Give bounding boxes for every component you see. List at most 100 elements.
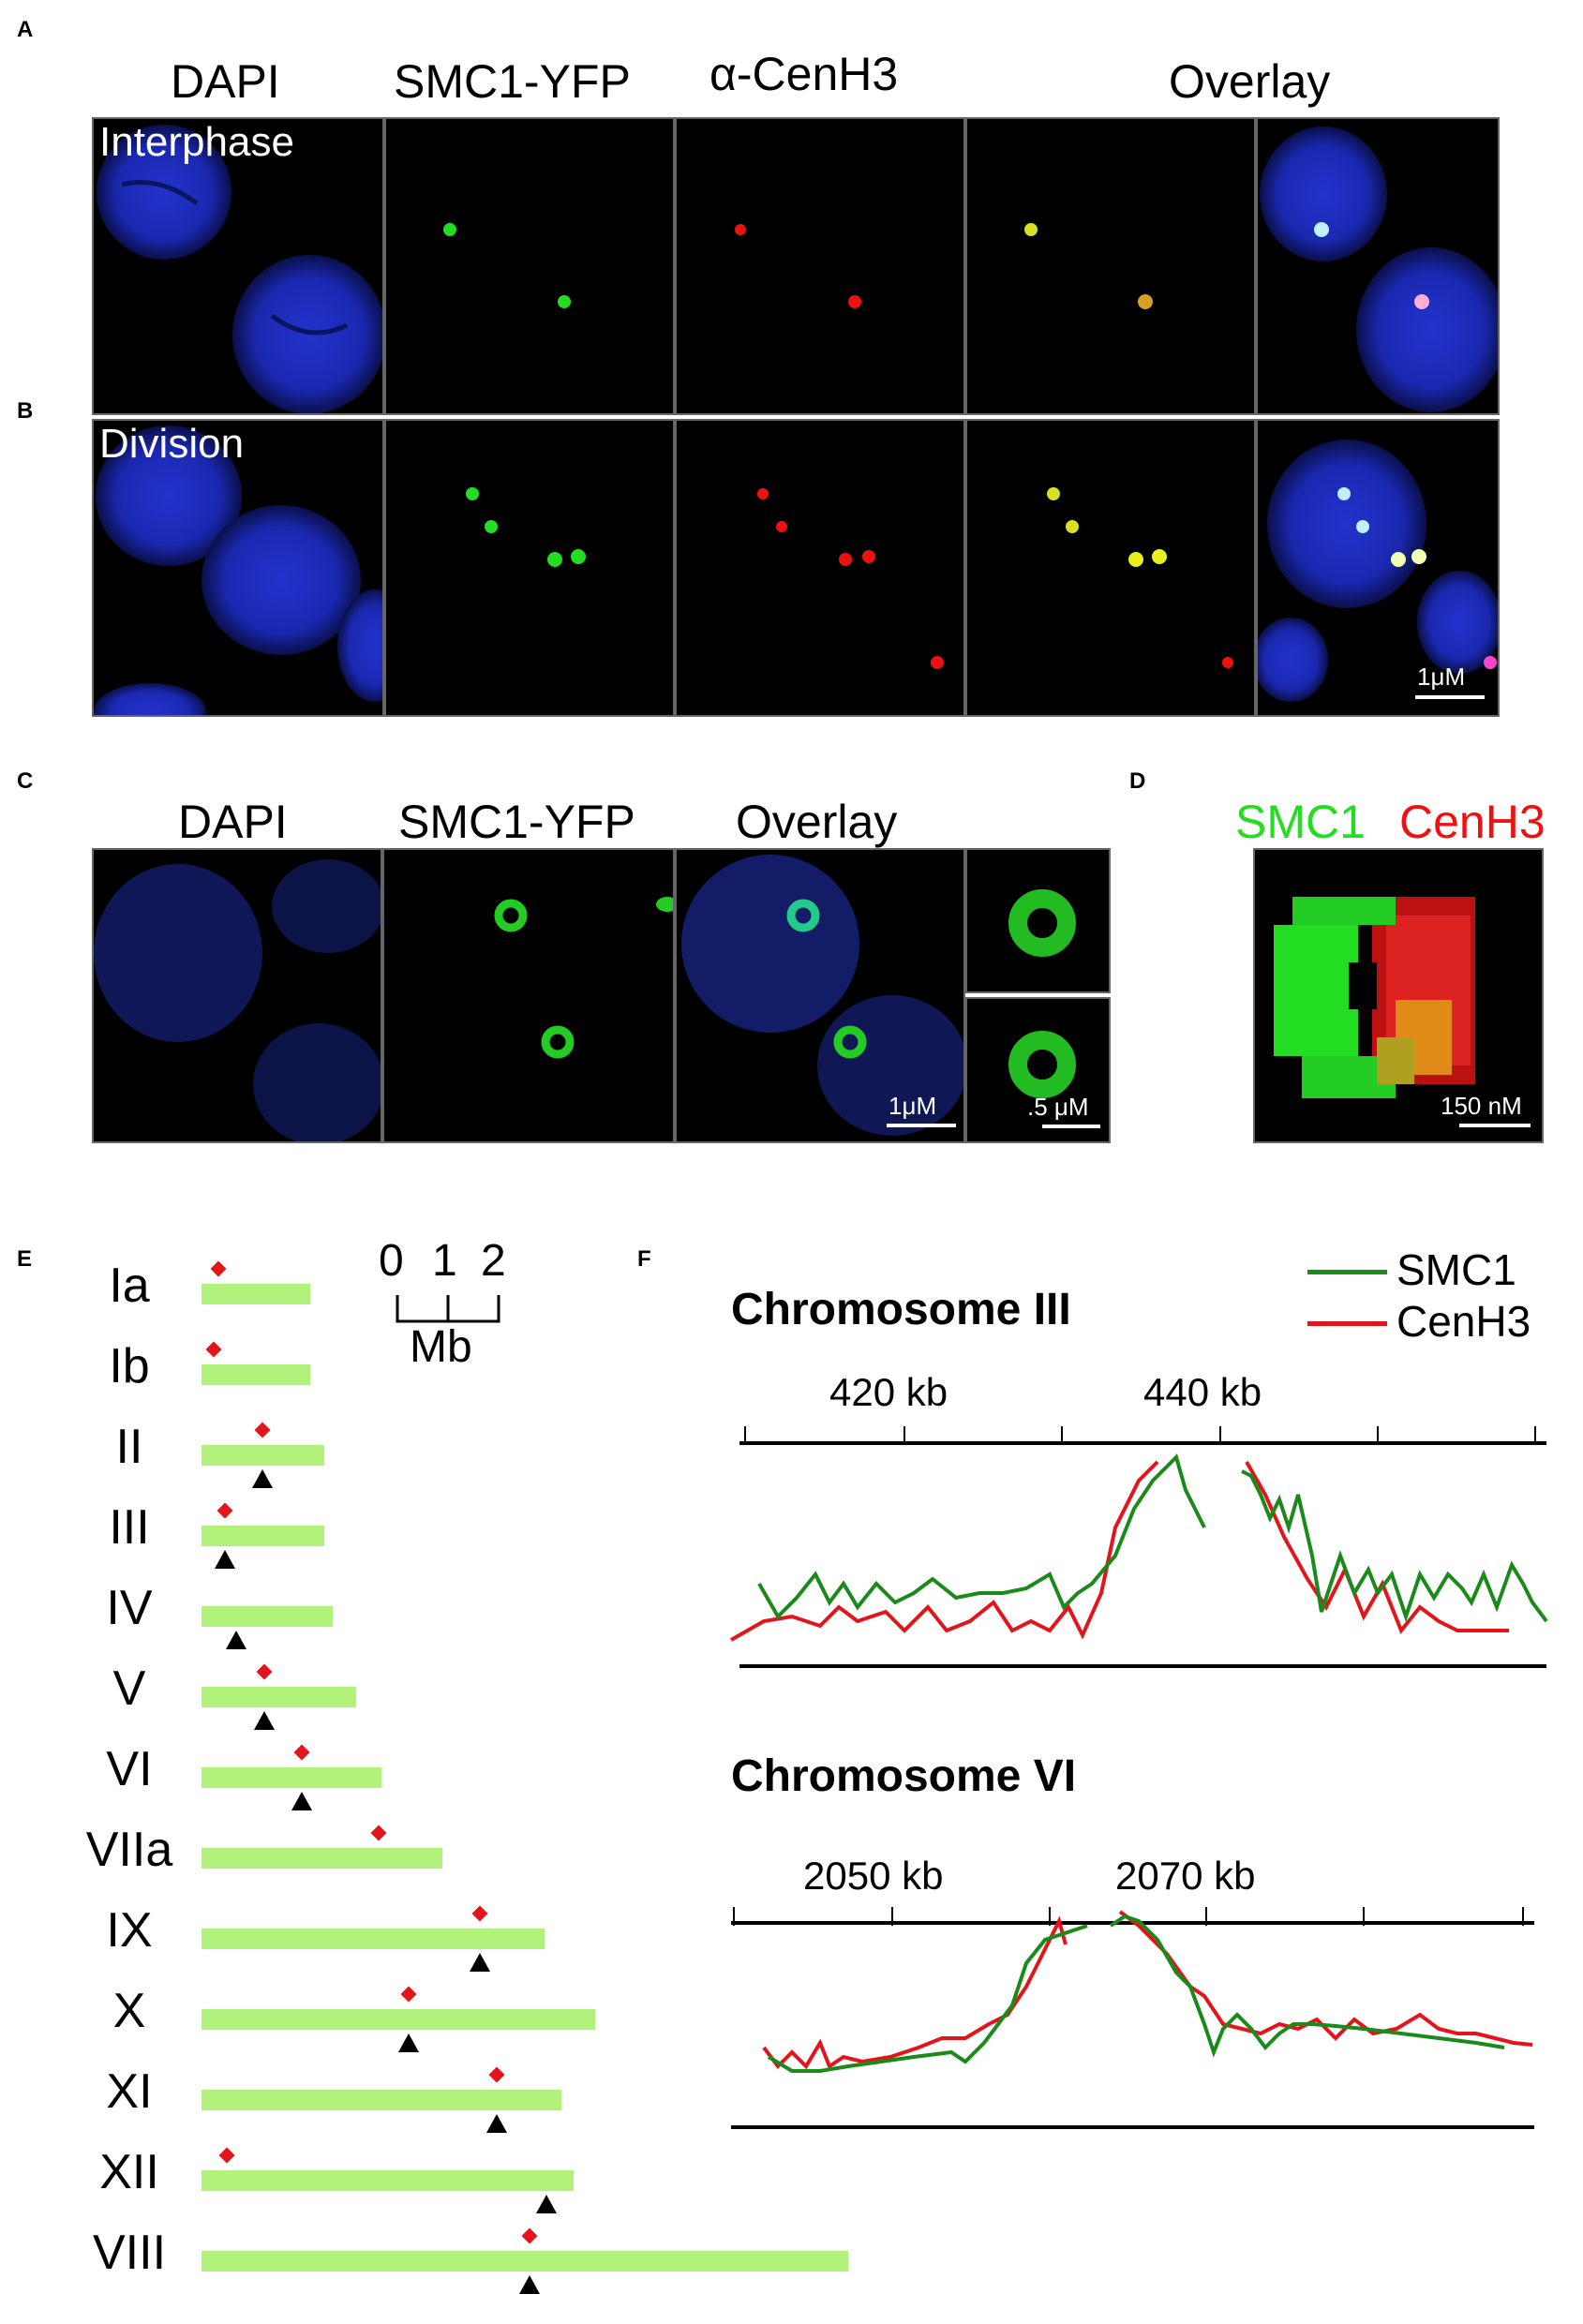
chromosome-label: X: [112, 1984, 146, 2038]
chromosome-label: VI: [106, 1742, 153, 1796]
tile-a-merge: [1256, 117, 1500, 415]
tile-b-dapi: Division: [92, 419, 384, 717]
chr3-cenh3-line: [730, 1460, 1509, 1642]
chromosome-label: II: [115, 1420, 143, 1474]
header-overlay: Overlay: [1169, 55, 1331, 108]
chromosome-bar: [202, 1606, 333, 1627]
header-cenh3: α-CenH3: [709, 48, 899, 100]
centromere-diamond: [254, 1422, 271, 1438]
centromere-diamond: [521, 2227, 538, 2244]
smc1-focus: [558, 295, 571, 308]
chromosome-label: XII: [99, 2145, 159, 2199]
marker-triangle: [398, 2034, 419, 2052]
marker-triangle: [252, 1469, 273, 1488]
chromosome-label: IV: [106, 1581, 153, 1635]
marker-triangle: [291, 1792, 312, 1810]
header-c-dapi: DAPI: [178, 796, 288, 848]
tile-c-overlay: 1μM: [675, 848, 965, 1143]
smc1-focus: [443, 223, 456, 236]
tile-a-cenh3: [675, 117, 965, 415]
scale-label-d: 150 nM: [1441, 1092, 1522, 1120]
chromosome-bar: [202, 1767, 381, 1788]
panel-letter-b: B: [17, 398, 34, 424]
panel-letter-e: E: [17, 1246, 33, 1272]
tile-a-dapi: Interphase: [92, 117, 384, 415]
scale-label-c2: .5 μM: [1027, 1093, 1089, 1121]
cenh3-focus: [735, 224, 746, 235]
chromosome-bar: [202, 2090, 561, 2110]
tile-c-smc1: [382, 848, 675, 1143]
chromosome-label: Ib: [109, 1339, 150, 1393]
marker-triangle: [519, 2275, 540, 2294]
header-c-overlay: Overlay: [736, 796, 898, 848]
header-c-smc1-yfp: SMC1-YFP: [398, 796, 635, 848]
marker-triangle: [254, 1711, 275, 1730]
chromosome-bar: [202, 2170, 574, 2191]
overlay-focus: [1024, 223, 1038, 236]
tile-c-zoom-top: [965, 848, 1111, 993]
marker-triangle: [486, 2114, 507, 2133]
chromosome-label: XI: [106, 2064, 153, 2119]
centromere-diamond: [205, 1341, 222, 1358]
chromosome-bar: [202, 2251, 848, 2272]
chromosome-bar: [202, 1445, 324, 1466]
chr6-cenh3-line: [762, 1910, 1533, 2070]
chr3-tick-440: 440 kb: [1143, 1370, 1262, 1414]
scale-bar: [887, 1124, 956, 1127]
centromere-diamond: [210, 1260, 227, 1277]
mb-scale-ruler: [396, 1295, 500, 1323]
centromere-diamond: [217, 1502, 233, 1519]
marker-triangle: [536, 2195, 557, 2213]
tile-a-smc1: [384, 117, 675, 415]
mb-tick-1: 1: [432, 1236, 457, 1286]
centromere-diamond: [400, 1986, 417, 2003]
chromosome-bar: [202, 1929, 545, 1949]
centromere-diamond: [370, 1825, 387, 1841]
tile-b-overlay: [965, 419, 1256, 717]
chromosome-bar: [202, 1526, 324, 1546]
centromere-diamond: [488, 2066, 505, 2083]
scale-label-b: 1μM: [1417, 663, 1466, 691]
marker-triangle: [226, 1631, 246, 1649]
chr3-tick-420: 420 kb: [829, 1370, 948, 1414]
panel-letter-d: D: [1129, 768, 1146, 794]
centromere-diamond: [293, 1744, 310, 1761]
chromosome-bar: [202, 1364, 310, 1385]
chromosome-label: Ia: [109, 1259, 150, 1313]
tile-b-smc1: [384, 419, 675, 717]
panel-letter-c: C: [17, 768, 34, 794]
scale-bar: [1459, 1124, 1531, 1127]
tile-a-overlay: [965, 117, 1256, 415]
tile-c-dapi: [92, 848, 382, 1143]
tile-c-zoom-bottom: .5 μM: [965, 997, 1111, 1143]
nucleus-blob: [232, 255, 382, 413]
chromosome-bar: [202, 1284, 310, 1304]
legend-cenh3: CenH3: [1396, 1297, 1531, 1346]
chr3-profile: [730, 1426, 1548, 1668]
mb-unit: Mb: [410, 1322, 472, 1372]
chromosome-label: VIIa: [85, 1823, 173, 1877]
row-label-division: Division: [99, 421, 245, 467]
scale-bar: [1042, 1125, 1100, 1128]
marker-triangle: [215, 1550, 235, 1569]
panel-letter-f: F: [637, 1246, 651, 1272]
tile-d-superres: 150 nM: [1253, 848, 1544, 1143]
chromosome-bar: [202, 2009, 595, 2030]
chromosome-label: III: [109, 1500, 150, 1555]
chromosome-bar: [202, 1848, 442, 1869]
legend-smc1-swatch: [1307, 1270, 1387, 1274]
tile-b-cenh3: [675, 419, 965, 717]
mb-tick-2: 2: [481, 1236, 506, 1286]
chr6-smc1-line: [767, 1914, 1505, 2073]
chromosome-label: VIII: [92, 2226, 167, 2280]
cenh3-focus: [848, 295, 861, 308]
scale-label-c1: 1μM: [889, 1092, 937, 1120]
centromere-diamond: [471, 1905, 488, 1922]
chromosome-bar: [202, 1687, 356, 1707]
marker-triangle: [470, 1953, 490, 1972]
nucleus-blob: [97, 125, 231, 260]
chr6-title: Chromosome VI: [731, 1751, 1077, 1801]
legend-smc1: SMC1: [1396, 1245, 1516, 1294]
overlay-focus: [1138, 294, 1153, 309]
chr3-title: Chromosome III: [731, 1285, 1071, 1334]
